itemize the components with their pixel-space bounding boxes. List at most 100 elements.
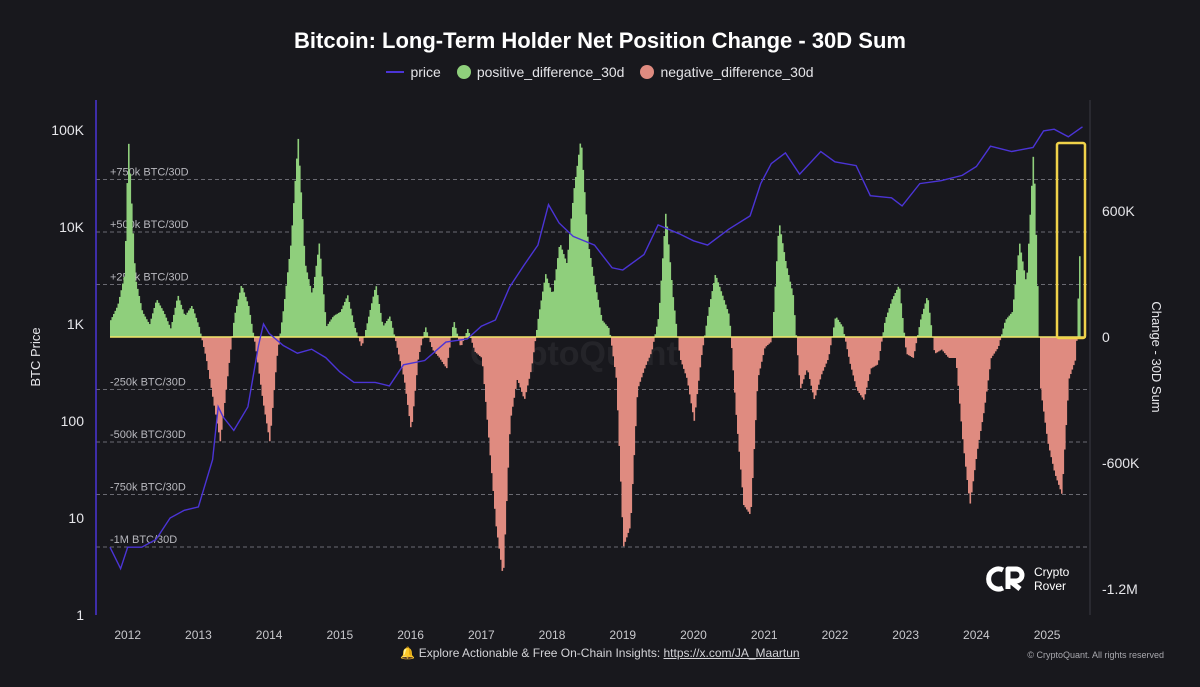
negative-flow-bar — [873, 337, 876, 367]
negative-flow-bar — [686, 337, 688, 378]
left-axis-tick-label: 1K — [67, 316, 85, 332]
negative-flow-bar — [1068, 337, 1071, 379]
negative-flow-bar — [449, 337, 451, 348]
negative-flow-bar — [935, 337, 937, 354]
positive-flow-bar — [557, 258, 559, 337]
negative-flow-bar — [995, 337, 997, 352]
negative-flow-bar — [1043, 337, 1045, 412]
left-axis-title: BTC Price — [28, 327, 43, 386]
negative-flow-bar — [680, 337, 682, 360]
legend-item-positive[interactable]: positive_difference_30d — [456, 64, 624, 80]
negative-flow-bar — [933, 337, 936, 351]
negative-flow-bar — [215, 337, 217, 415]
positive-flow-bar — [839, 322, 841, 337]
positive-flow-bar — [147, 321, 150, 337]
positive-flow-bar — [1014, 284, 1017, 337]
negative-flow-bar — [486, 337, 489, 420]
positive-flow-bar — [119, 296, 121, 337]
negative-flow-bar — [947, 337, 949, 357]
positive-flow-bar — [1011, 312, 1014, 337]
brand-logo: Crypto Rover — [986, 565, 1084, 593]
positive-flow-bar — [344, 301, 346, 337]
negative-flow-bar — [518, 337, 520, 383]
negative-flow-bar — [225, 337, 228, 390]
negative-flow-bar — [692, 337, 694, 413]
positive-flow-bar — [1026, 272, 1029, 337]
negative-flow-bar — [1047, 337, 1050, 444]
negative-flow-bar — [756, 337, 759, 392]
negative-flow-bar — [1041, 337, 1044, 401]
negative-flow-bar — [626, 337, 628, 538]
positive-flow-bar — [569, 234, 571, 337]
negative-flow-bar — [915, 337, 918, 344]
negative-flow-bar — [939, 337, 942, 351]
positive-flow-bar — [666, 226, 669, 337]
positive-flow-bar — [575, 176, 577, 337]
negative-flow-bar — [512, 337, 514, 407]
x-axis-tick-label: 2023 — [892, 628, 919, 642]
positive-flow-bar — [236, 306, 238, 337]
positive-flow-bar — [144, 316, 147, 337]
negative-flow-bar — [1049, 337, 1051, 451]
positive-flow-bar — [1079, 256, 1081, 337]
positive-flow-bar — [183, 313, 186, 337]
negative-flow-bar — [527, 337, 529, 386]
positive-flow-bar — [671, 280, 673, 337]
legend-item-negative[interactable]: negative_difference_30d — [640, 64, 814, 80]
positive-flow-bar — [597, 299, 600, 337]
positive-flow-bar — [131, 203, 133, 337]
positive-flow-bar — [897, 286, 900, 337]
positive-flow-bar — [114, 310, 117, 337]
x-axis-tick-label: 2018 — [539, 628, 566, 642]
positive-flow-bar — [326, 326, 328, 337]
positive-flow-bar — [318, 243, 321, 337]
negative-flow-bar — [479, 337, 481, 356]
positive-flow-bar — [371, 303, 373, 337]
positive-flow-bar — [1031, 185, 1033, 337]
negative-flow-bar — [650, 337, 652, 355]
positive-flow-bar — [713, 283, 715, 337]
negative-flow-bar — [633, 337, 636, 456]
positive-flow-bar — [384, 323, 387, 337]
positive-flow-bar — [390, 321, 393, 337]
positive-flow-bar — [564, 258, 567, 337]
negative-flow-bar — [530, 337, 532, 373]
negative-flow-bar — [222, 337, 225, 417]
negative-flow-bar — [416, 337, 418, 376]
negative-flow-bar — [524, 337, 526, 399]
positive-flow-bar — [180, 304, 183, 337]
legend: price positive_difference_30d negative_d… — [0, 64, 1200, 80]
legend-negative-dot-icon — [640, 65, 655, 79]
positive-flow-bar — [324, 312, 327, 337]
negative-flow-bar — [731, 337, 733, 349]
negative-flow-bar — [221, 337, 223, 430]
positive-flow-bar — [171, 322, 174, 337]
positive-flow-bar — [374, 289, 376, 337]
positive-flow-bar — [842, 326, 844, 337]
positive-flow-bar — [776, 261, 778, 337]
positive-flow-bar — [392, 327, 394, 337]
negative-flow-bar — [815, 337, 817, 396]
negative-flow-bar — [230, 337, 232, 350]
footer-link[interactable]: https://x.com/JA_Maartun — [663, 646, 800, 660]
left-axis-tick-label: 100 — [61, 413, 85, 429]
reference-line-label: -1M BTC/30D — [110, 534, 177, 546]
positive-flow-bar — [668, 244, 670, 337]
negative-flow-bar — [210, 337, 213, 388]
negative-flow-bar — [624, 337, 627, 542]
legend-item-price[interactable]: price — [386, 64, 441, 80]
negative-flow-bar — [999, 337, 1002, 341]
positive-flow-bar — [287, 272, 289, 337]
negative-flow-bar — [1046, 337, 1048, 434]
negative-flow-bar — [432, 337, 435, 351]
positive-flow-bar — [659, 302, 661, 337]
negative-flow-bar — [690, 337, 693, 404]
positive-flow-bar — [918, 327, 921, 337]
positive-flow-bar — [321, 276, 324, 337]
negative-flow-bar — [755, 337, 757, 421]
negative-flow-bar — [957, 337, 960, 386]
positive-flow-bar — [467, 329, 469, 337]
negative-flow-bar — [752, 337, 754, 479]
negative-flow-bar — [203, 337, 205, 347]
negative-flow-bar — [701, 337, 703, 356]
